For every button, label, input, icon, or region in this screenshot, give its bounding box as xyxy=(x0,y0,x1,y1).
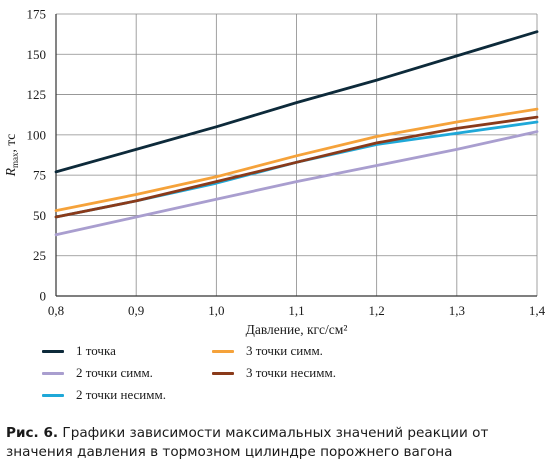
tick-labels: 0 25 50 75 100 125 150 175 0,8 0,9 1,0 1,1 1,2 1,3 1,4 xyxy=(27,7,546,319)
legend-label: 3 точки симм. xyxy=(246,343,323,358)
y-axis-label-unit: , тс xyxy=(3,134,18,153)
x-axis-label: Давление, кгс/см² xyxy=(246,322,348,337)
legend-item: 2 точки симм. xyxy=(42,365,153,381)
legend-label: 2 точки симм. xyxy=(76,365,153,380)
caption-prefix: Рис. 6. xyxy=(6,425,59,441)
x-tick-label: 1,0 xyxy=(208,303,224,318)
legend-label: 3 точки несимм. xyxy=(246,365,336,380)
y-axis-label: Rmax, тс xyxy=(3,134,20,178)
legend-swatch xyxy=(42,393,64,397)
legend-item: 2 точки несимм. xyxy=(42,387,166,403)
line-chart: 0 25 50 75 100 125 150 175 0,8 0,9 1,0 1,1 1,2 1,3 1,4… xyxy=(3,7,546,338)
x-tick-label: 1,4 xyxy=(529,303,546,318)
y-tick-label: 0 xyxy=(40,289,47,304)
legend-item: 3 точки несимм. xyxy=(212,365,336,381)
y-axis-label-sub: max xyxy=(10,152,20,168)
series-line xyxy=(54,107,539,213)
caption-line-1: Графики зависимости максимальных значени… xyxy=(58,425,489,441)
series-line xyxy=(54,30,539,174)
legend-swatch xyxy=(42,371,64,375)
legend: 1 точка 3 точки симм. 2 точки симм. 3 то… xyxy=(42,343,442,405)
legend-label: 1 точка xyxy=(76,343,116,358)
x-tick-label: 0,8 xyxy=(48,303,64,318)
y-axis-label-main: R xyxy=(3,167,18,177)
y-tick-label: 175 xyxy=(27,7,47,22)
figure-caption: Рис. 6. Графики зависимости максимальных… xyxy=(6,424,540,462)
y-tick-label: 75 xyxy=(33,168,46,183)
series-line xyxy=(54,130,539,237)
legend-label: 2 точки несимм. xyxy=(76,387,166,402)
legend-swatch xyxy=(42,349,64,353)
x-tick-label: 1,1 xyxy=(288,303,304,318)
y-tick-label: 50 xyxy=(33,208,46,223)
axes xyxy=(55,14,537,297)
legend-item: 3 точки симм. xyxy=(212,343,323,359)
legend-swatch xyxy=(212,349,234,353)
x-tick-label: 1,3 xyxy=(449,303,465,318)
y-tick-label: 125 xyxy=(27,87,47,102)
grid xyxy=(56,13,538,296)
x-tick-label: 0,9 xyxy=(128,303,144,318)
series-lines xyxy=(54,30,539,237)
y-tick-label: 25 xyxy=(33,248,46,263)
x-tick-label: 1,2 xyxy=(369,303,385,318)
y-tick-label: 100 xyxy=(27,127,47,142)
series-line xyxy=(54,115,539,219)
caption-line-2: значения давления в тормозном цилиндре п… xyxy=(6,444,453,460)
legend-item: 1 точка xyxy=(42,343,116,359)
y-tick-label: 150 xyxy=(27,47,47,62)
legend-swatch xyxy=(212,371,234,375)
